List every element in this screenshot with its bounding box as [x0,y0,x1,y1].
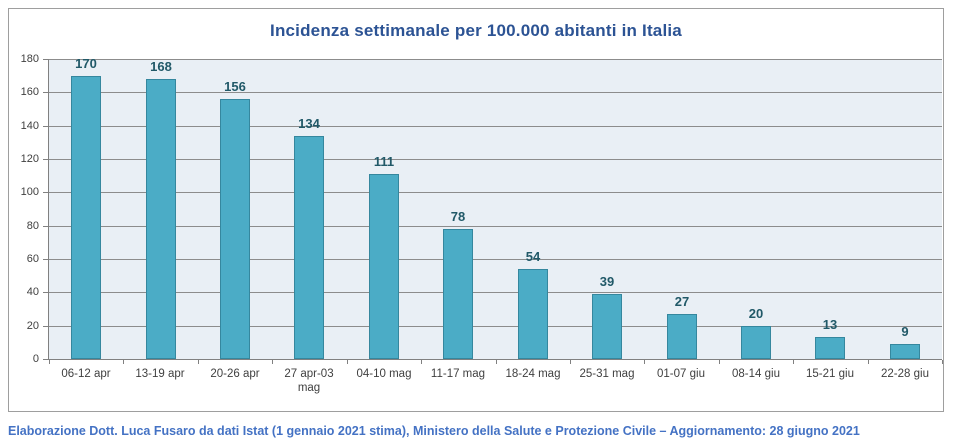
x-axis-tick [570,360,571,364]
x-tick-label: 18-24 mag [505,368,561,380]
y-axis-tick [43,359,48,360]
bar-value-label: 54 [525,249,541,264]
x-axis-tick [496,360,497,364]
bar-value-label: 20 [748,306,764,321]
x-tick-label: 13-19 apr [135,368,185,380]
y-axis-tick [43,259,48,260]
bar [220,99,250,359]
x-tick-label: 27 apr-03 mag [284,368,334,394]
y-axis-tick [43,59,48,60]
y-axis-tick [43,92,48,93]
y-tick-label: 40 [26,286,39,298]
y-axis-tick [43,292,48,293]
gridline [49,292,942,293]
bar [815,337,845,359]
y-tick-label: 80 [26,220,39,232]
x-axis-tick [198,360,199,364]
bar-value-label: 78 [450,209,466,224]
x-tick-label: 22-28 giu [881,368,929,380]
y-axis-tick [43,192,48,193]
gridline [49,226,942,227]
bar-value-label: 134 [298,116,320,131]
bar [146,79,176,359]
y-axis-line [48,59,49,359]
y-tick-label: 60 [26,253,39,265]
bar-value-label: 27 [674,294,690,309]
x-axis-tick [719,360,720,364]
y-axis-tick [43,326,48,327]
bar [443,229,473,359]
bar [667,314,697,359]
y-tick-label: 160 [20,86,39,98]
y-axis-tick [43,226,48,227]
bar-value-label: 39 [599,274,615,289]
y-tick-label: 180 [20,53,39,65]
x-axis-tick [942,360,943,364]
x-tick-label: 20-26 apr [210,368,260,380]
y-tick-label: 20 [26,320,39,332]
x-axis-tick [272,360,273,364]
x-tick-label: 08-14 giu [732,368,780,380]
gridline [49,259,942,260]
bar [369,174,399,359]
y-tick-label: 0 [32,353,39,365]
bar [294,136,324,359]
x-axis-tick [347,360,348,364]
y-axis-tick [43,126,48,127]
x-axis-tick [49,360,50,364]
x-axis-tick [123,360,124,364]
bar [71,76,101,359]
gridline [49,126,942,127]
y-tick-label: 140 [20,120,39,132]
plot-area [49,59,942,359]
x-tick-label: 06-12 apr [61,368,111,380]
x-axis-tick [644,360,645,364]
y-axis-tick [43,159,48,160]
x-axis-tick [793,360,794,364]
bar [518,269,548,359]
x-tick-label: 01-07 giu [657,368,705,380]
gridline [49,59,942,60]
x-tick-label: 11-17 mag [430,368,486,380]
bar [890,344,920,359]
bar [741,326,771,359]
source-attribution: Elaborazione Dott. Luca Fusaro da dati I… [8,424,860,438]
gridline [49,92,942,93]
bar-value-label: 9 [901,324,909,339]
gridline [49,192,942,193]
bar-value-label: 111 [373,154,395,169]
y-tick-label: 120 [20,153,39,165]
gridline [49,326,942,327]
y-tick-label: 100 [20,186,39,198]
x-axis-tick [421,360,422,364]
x-tick-label: 04-10 mag [356,368,412,380]
x-tick-label: 15-21 giu [806,368,854,380]
chart-title: Incidenza settimanale per 100.000 abitan… [270,21,682,40]
bar-value-label: 168 [150,59,172,74]
bar-value-label: 156 [224,79,246,94]
chart-frame: Incidenza settimanale per 100.000 abitan… [8,8,944,412]
bar-value-label: 170 [75,56,97,71]
x-axis-line [48,359,942,360]
chart-canvas: 0 20 40 60 80 100 120 140 160 180 170 06-12 apr 168 1… [9,9,943,411]
x-tick-label: 25-31 mag [579,368,635,380]
gridline [49,159,942,160]
bar [592,294,622,359]
x-axis-tick [868,360,869,364]
bar-value-label: 13 [822,317,838,332]
